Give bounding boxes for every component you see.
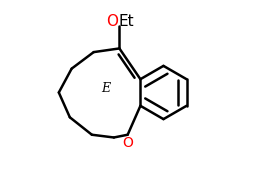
Text: O: O [122, 136, 133, 150]
Text: E: E [101, 82, 110, 95]
Text: Et: Et [118, 14, 134, 29]
Text: O: O [106, 14, 118, 29]
